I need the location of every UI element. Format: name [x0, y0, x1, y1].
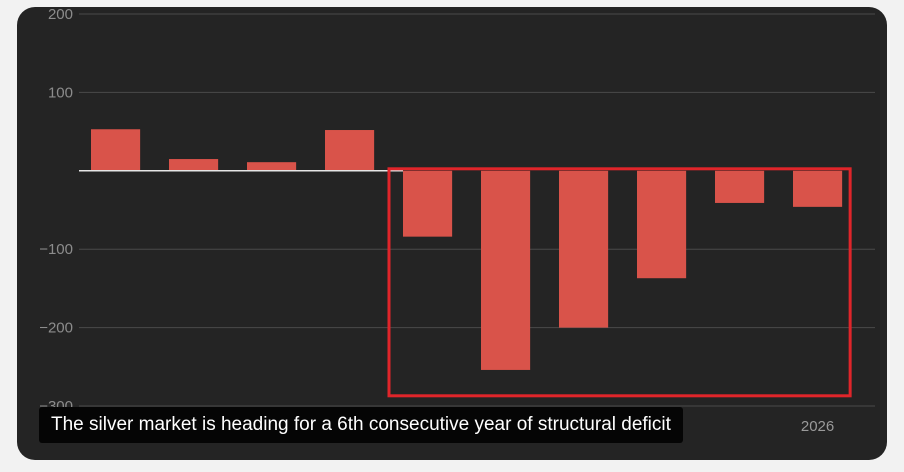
gridlines: [79, 13, 875, 407]
bar-2025: [715, 170, 765, 203]
y-tick-label: 100: [48, 84, 73, 101]
bar-2024: [637, 170, 687, 279]
highlight-box: [387, 167, 852, 398]
bar-2016: [91, 129, 141, 171]
x-tick-label: 2026: [801, 418, 834, 435]
bars: [79, 129, 852, 398]
bar-2017: [169, 159, 219, 171]
bar-2023: [559, 170, 609, 328]
bar-2026: [793, 170, 843, 207]
bar-2021: [403, 170, 453, 237]
bar-2022: [481, 170, 531, 370]
bar-2018: [247, 162, 297, 171]
y-tick-label: −100: [39, 241, 73, 258]
chart-caption: The silver market is heading for a 6th c…: [39, 407, 683, 443]
y-tick-label: −200: [39, 320, 73, 337]
bar-2019: [325, 130, 375, 171]
y-tick-label: 200: [48, 7, 73, 23]
